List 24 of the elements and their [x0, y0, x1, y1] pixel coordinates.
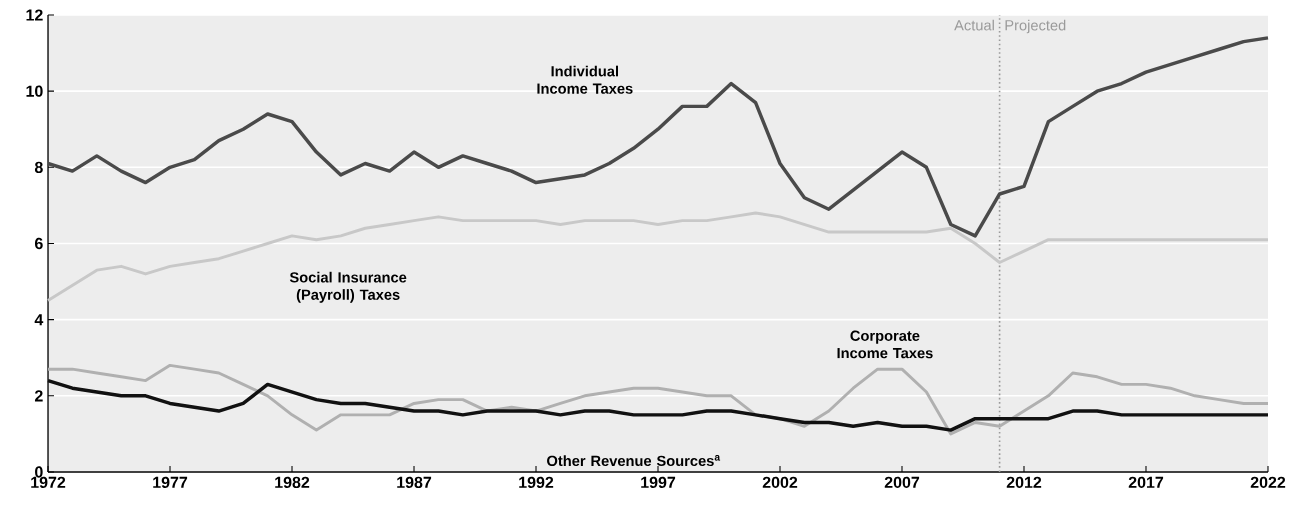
x-tick-label: 1982 [275, 476, 310, 489]
x-tick-label: 1987 [397, 476, 432, 489]
text: Individual Income Taxes [537, 65, 633, 94]
y-tick-label: 0 [35, 466, 43, 478]
x-tick-label: 1992 [519, 476, 554, 489]
series-label: Corporate Income Taxes [837, 330, 933, 359]
y-tick-label: 2 [34, 390, 43, 402]
ref-line-label: Actual [954, 19, 994, 31]
y-tick-label: 8 [34, 161, 43, 173]
x-tick-label: 2002 [762, 476, 798, 489]
x-tick-label: 1997 [641, 476, 676, 489]
y-tick-label: 4 [34, 314, 44, 326]
y-tick-label: 6 [34, 237, 43, 250]
x-tick-label: 2007 [884, 476, 920, 489]
text: Social Insurance (Payroll) Taxes [289, 271, 407, 303]
x-tick-label: 2017 [1128, 476, 1164, 489]
x-tick-label: 2022 [1250, 476, 1286, 489]
x-tick-label: 2012 [1006, 476, 1042, 489]
annotation: Projected [1005, 19, 1066, 34]
y-tick-label: 12 [26, 9, 43, 21]
y-tick-label: 10 [26, 85, 43, 97]
text: Other Revenue Sources$^{a}$ [547, 455, 721, 467]
x-tick-label: 1977 [153, 476, 188, 489]
x-tick-label: 1972 [31, 476, 66, 489]
